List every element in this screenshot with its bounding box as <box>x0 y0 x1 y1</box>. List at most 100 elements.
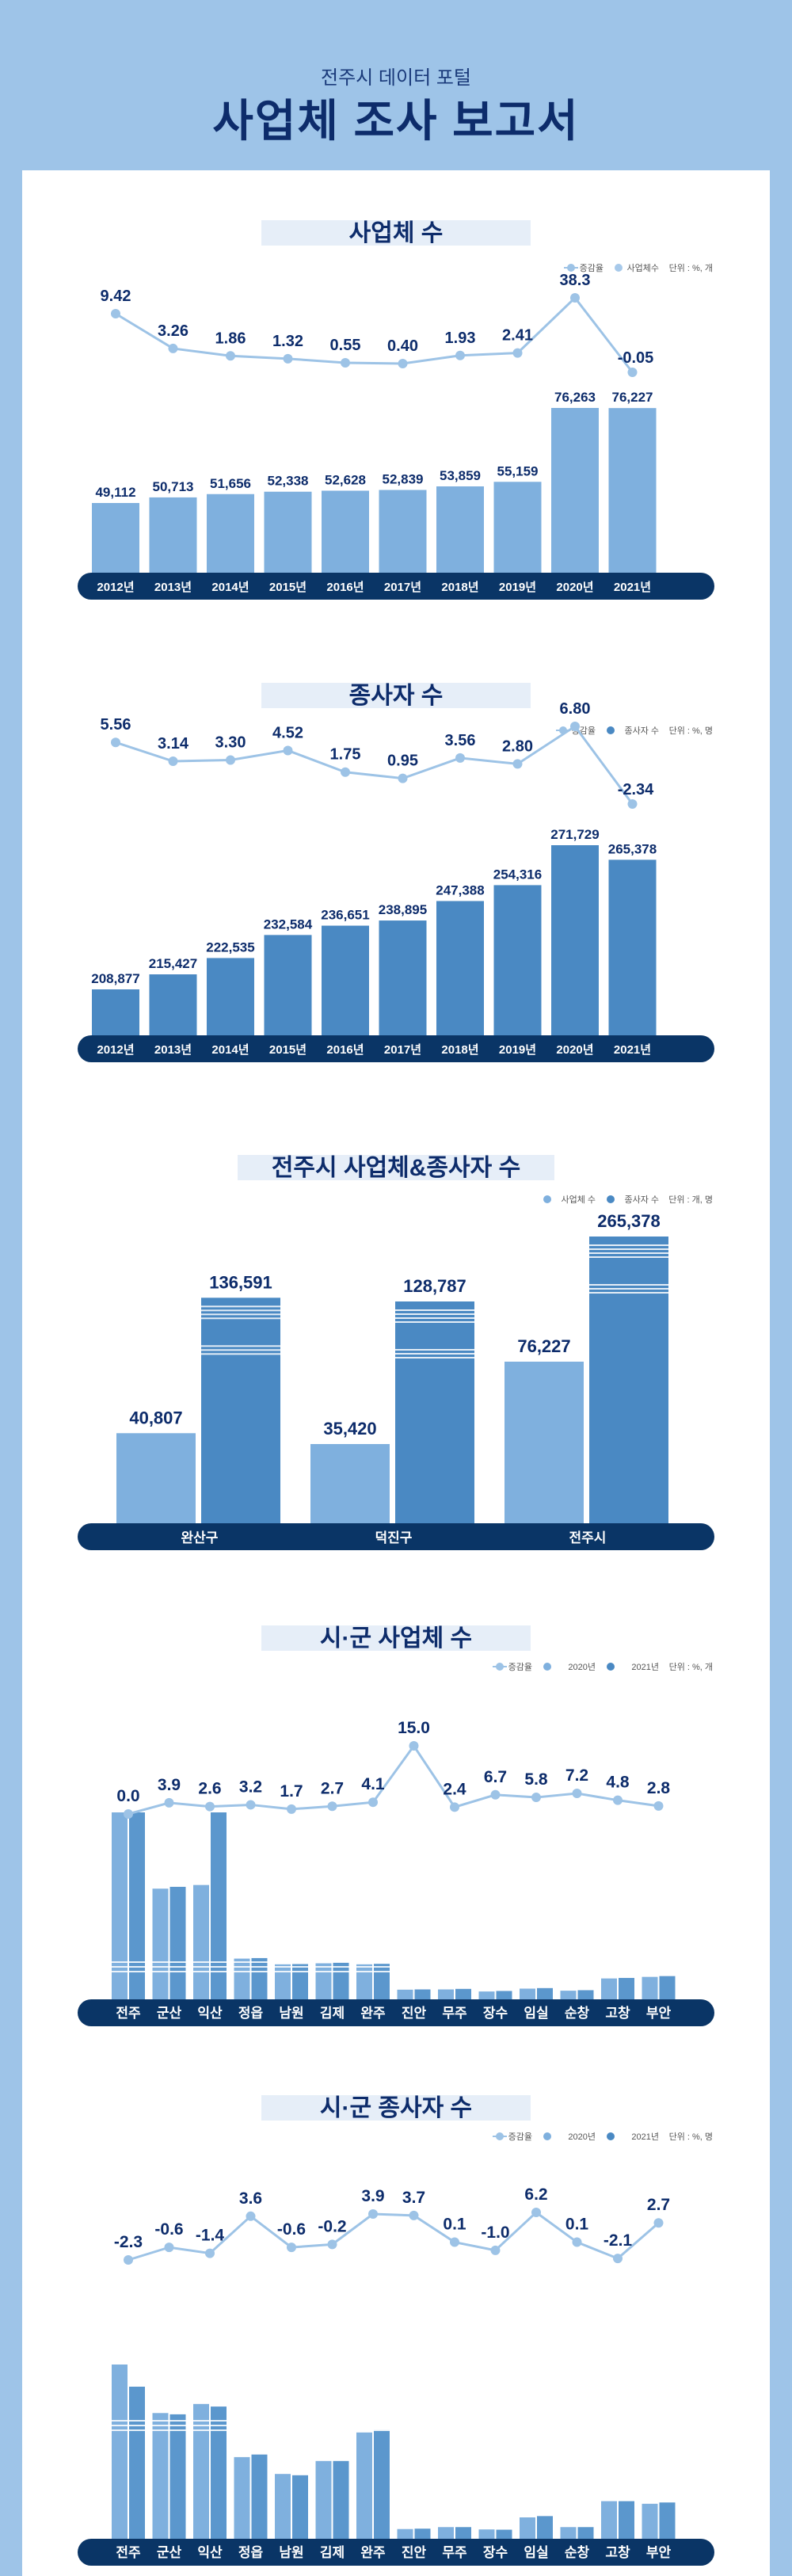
bar-2021 <box>659 2502 676 2539</box>
bar-2020 <box>112 2365 128 2539</box>
legend-marker <box>615 264 623 272</box>
rate-point <box>111 309 120 318</box>
x-tick-label: 부안 <box>646 2006 672 2021</box>
bar-break-line <box>601 2429 634 2431</box>
rate-value-label: 3.26 <box>158 322 188 340</box>
rate-point <box>168 756 178 767</box>
bar <box>551 845 599 1035</box>
bar-break-line <box>275 2420 308 2422</box>
rate-point <box>341 767 350 777</box>
rate-line <box>128 2211 660 2262</box>
x-tick-label: 김제 <box>320 2545 345 2560</box>
x-axis-band <box>78 573 714 600</box>
bar <box>493 482 542 573</box>
rate-point <box>124 1809 133 1819</box>
rate-value-label: 2.4 <box>443 1780 466 1798</box>
rate-line <box>115 295 634 373</box>
rate-value-label: 3.14 <box>158 735 189 753</box>
legend-label: 2020년 <box>568 2132 596 2142</box>
bar-break-line <box>589 1248 668 1250</box>
bar-2021 <box>211 2406 227 2539</box>
bar-break-line <box>478 2420 512 2422</box>
rate-value-label: -2.34 <box>618 781 654 798</box>
x-tick-label: 장수 <box>483 2545 508 2560</box>
bar-break-line <box>438 1971 471 1972</box>
bar-2021 <box>333 2460 349 2539</box>
x-tick-label: 임실 <box>524 2544 548 2560</box>
bar-2021 <box>619 1977 634 1999</box>
bar-break-line <box>152 2429 186 2431</box>
bar-break-line <box>234 2429 268 2431</box>
bar-break-line <box>356 2420 390 2422</box>
bar-2021 <box>169 1886 186 1999</box>
x-tick-label: 고창 <box>605 2545 630 2560</box>
bar-break-line <box>601 1966 634 1968</box>
rate-point <box>283 353 293 364</box>
bar-break-line <box>112 2420 145 2422</box>
rate-point <box>572 1789 582 1798</box>
bar-break-line <box>356 1971 390 1972</box>
bar-break-line <box>193 2420 227 2422</box>
x-axis-band <box>78 1035 714 1062</box>
bar <box>92 989 139 1035</box>
x-tick-label: 익산 <box>197 2545 223 2560</box>
bar-break-line <box>315 1961 349 1963</box>
rate-value-label: 4.1 <box>361 1775 385 1793</box>
x-tick-label: 진안 <box>402 2006 427 2021</box>
x-tick-label: 전주시 <box>569 1530 607 1545</box>
bar-workers <box>201 1298 280 1523</box>
bar-break-line <box>642 2429 676 2431</box>
bar-value-label: 271,729 <box>550 827 599 842</box>
bar-2021 <box>496 1991 512 1999</box>
bar-workers <box>589 1237 668 1523</box>
rate-value-label: -0.6 <box>277 2220 306 2239</box>
bar-2021 <box>292 2475 308 2539</box>
bar-break-line <box>201 1309 280 1312</box>
rate-point <box>246 1800 256 1810</box>
rate-point <box>512 759 523 769</box>
bar-break-line <box>397 1961 431 1963</box>
x-tick-label: 전주 <box>116 2006 141 2021</box>
bar-break-line <box>520 1961 553 1963</box>
rate-point <box>205 2248 215 2258</box>
bar-2020 <box>234 2456 250 2539</box>
x-axis-band <box>78 1999 714 2026</box>
bar-2020 <box>601 2501 617 2539</box>
rate-value-label: -2.3 <box>114 2233 143 2251</box>
legend-label: 2021년 <box>631 2132 659 2142</box>
x-tick-label: 완산구 <box>181 1530 219 1545</box>
bar-value-label: 265,378 <box>608 841 657 856</box>
rate-point <box>164 2243 174 2253</box>
rate-point <box>409 2210 419 2220</box>
bar-break-line <box>193 1966 227 1968</box>
x-tick-label: 2012년 <box>97 581 134 594</box>
bar-businesses <box>116 1433 196 1523</box>
bar-break-line <box>560 2425 594 2426</box>
x-tick-label: 순창 <box>565 2545 590 2560</box>
bar-2020 <box>438 1989 454 1999</box>
bar-break-line <box>601 2420 634 2422</box>
bar-2020 <box>275 2474 291 2539</box>
bar-break-line <box>234 1961 268 1963</box>
bar <box>149 974 197 1035</box>
bar-break-line <box>642 2425 676 2426</box>
bar-2020 <box>520 2517 535 2539</box>
bar-2020 <box>397 1989 413 1999</box>
rate-point <box>398 359 408 368</box>
bar-2021 <box>455 1988 471 1999</box>
bar-break-line <box>520 2420 553 2422</box>
bar-2021 <box>619 2501 634 2539</box>
x-axis-band <box>78 1523 714 1550</box>
bar-value-label: 254,316 <box>493 867 542 882</box>
rate-point <box>168 343 178 353</box>
bar-value-label: 265,378 <box>597 1211 661 1231</box>
bar-break-line <box>478 1971 512 1972</box>
rate-value-label: -0.05 <box>618 349 654 367</box>
rate-value-label: 0.1 <box>565 2216 589 2234</box>
legend-label: 증감율 <box>508 1662 532 1672</box>
legend-label: 종사자 수 <box>624 1195 659 1205</box>
rate-value-label: 3.6 <box>239 2189 262 2208</box>
x-tick-label: 정읍 <box>238 2006 264 2021</box>
x-tick-label: 2014년 <box>211 1043 249 1057</box>
bar-2021 <box>129 1812 145 1999</box>
